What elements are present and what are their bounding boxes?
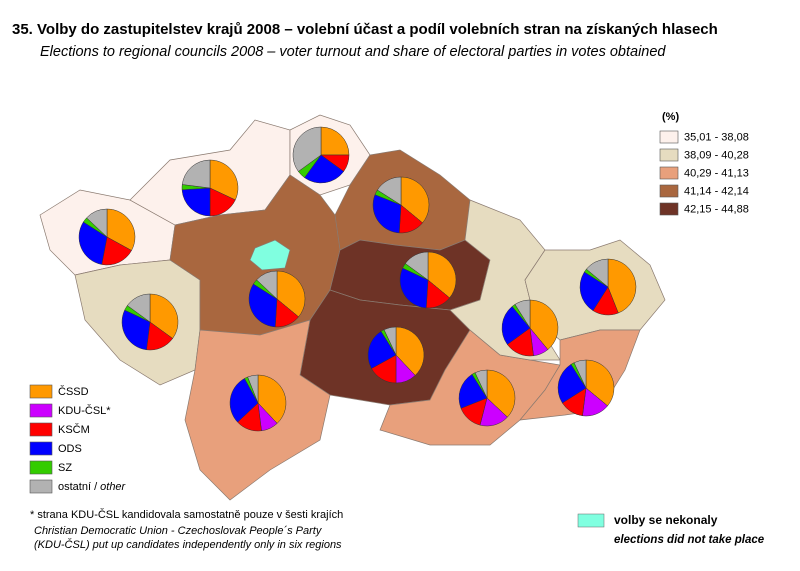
party-legend: ČSSD KDU-ČSL* KSČM ODS SZ ostatní / other bbox=[29, 384, 127, 494]
legend-label-en: other bbox=[100, 481, 126, 493]
pie-slice bbox=[320, 126, 350, 156]
turnout-legend: 35,01 - 38,08 38,09 - 40,28 40,29 - 41,13 4… bbox=[659, 130, 749, 216]
legend-unit: (%) bbox=[662, 111, 679, 123]
pie-slice bbox=[367, 331, 397, 369]
pie-slice bbox=[257, 374, 287, 424]
legend-swatch bbox=[659, 202, 679, 216]
region-prague bbox=[249, 239, 291, 271]
pie-slice bbox=[247, 374, 259, 404]
pie-slice bbox=[557, 364, 587, 404]
legend-swatch bbox=[29, 384, 53, 399]
legend-label: 38,09 - 40,28 bbox=[684, 149, 749, 161]
pie-slice bbox=[395, 326, 425, 376]
pie-slice bbox=[607, 258, 637, 314]
legend-swatch bbox=[659, 130, 679, 144]
legend-label: ODS bbox=[58, 443, 82, 455]
pie-slice bbox=[181, 187, 211, 217]
legend-label: ostatní / other bbox=[58, 481, 127, 493]
pie-slice bbox=[383, 326, 397, 356]
legend-swatch bbox=[659, 148, 679, 162]
legend-swatch bbox=[29, 479, 53, 494]
legend-label: 40,29 - 41,13 bbox=[684, 167, 749, 179]
pie-slice bbox=[229, 378, 259, 423]
legend-label: KSČM bbox=[58, 423, 90, 436]
pie-slice bbox=[458, 374, 488, 409]
legend-label: 35,01 - 38,08 bbox=[684, 131, 749, 143]
pie-slice bbox=[501, 306, 531, 345]
pie-slice bbox=[573, 359, 587, 389]
footnote: Christian Democratic Union - Czechoslova… bbox=[34, 525, 323, 537]
pie-slice bbox=[586, 258, 609, 288]
legend-label: SZ bbox=[58, 462, 72, 474]
pie-slice bbox=[486, 369, 516, 418]
pie-slice bbox=[529, 299, 559, 350]
footnote: * strana KDU-ČSL kandidovala samostatně … bbox=[30, 508, 343, 521]
pie-slice bbox=[181, 159, 211, 189]
legend-swatch bbox=[659, 166, 679, 180]
legend-label: KDU-ČSL* bbox=[58, 404, 111, 417]
no-election-label: volby se nekonaly bbox=[614, 513, 718, 527]
footnote: (KDU-ČSL) put up candidates independentl… bbox=[34, 538, 342, 551]
pie-slice bbox=[400, 176, 430, 224]
pies bbox=[78, 126, 637, 432]
pie-slice bbox=[149, 293, 179, 339]
pie-slice bbox=[427, 251, 457, 299]
pie-slice bbox=[256, 270, 278, 300]
pie-slice bbox=[276, 270, 306, 318]
legend-label: ČSSD bbox=[58, 385, 89, 398]
legend-label: 42,15 - 44,88 bbox=[684, 203, 749, 215]
no-election-swatch bbox=[577, 513, 605, 528]
legend-swatch bbox=[29, 460, 53, 475]
pie-slice bbox=[579, 271, 609, 311]
pie-slice bbox=[121, 309, 151, 351]
pie-slice bbox=[585, 359, 615, 407]
title: 35. Volby do zastupitelstev krajů 2008 –… bbox=[12, 21, 718, 38]
pie-slice bbox=[377, 176, 402, 206]
legend-swatch bbox=[29, 441, 53, 456]
pie-slice bbox=[514, 299, 531, 329]
legend-swatch bbox=[29, 422, 53, 437]
pie-slice bbox=[404, 251, 429, 281]
legend-swatch bbox=[659, 184, 679, 198]
pie-slice bbox=[474, 369, 488, 399]
pie-slice bbox=[304, 154, 345, 184]
legend-swatch bbox=[29, 403, 53, 418]
subtitle: Elections to regional councils 2008 – vo… bbox=[40, 44, 666, 60]
pie-slice bbox=[86, 208, 108, 238]
pie-slice bbox=[209, 159, 239, 201]
pie-slice bbox=[372, 194, 402, 234]
pie-slice bbox=[292, 126, 322, 172]
legend-label: 41,14 - 42,14 bbox=[684, 185, 749, 197]
pie-slice bbox=[126, 293, 151, 323]
pie-slice bbox=[399, 267, 429, 309]
pie-slice bbox=[106, 208, 136, 251]
no-election-label-en: elections did not take place bbox=[614, 534, 765, 546]
